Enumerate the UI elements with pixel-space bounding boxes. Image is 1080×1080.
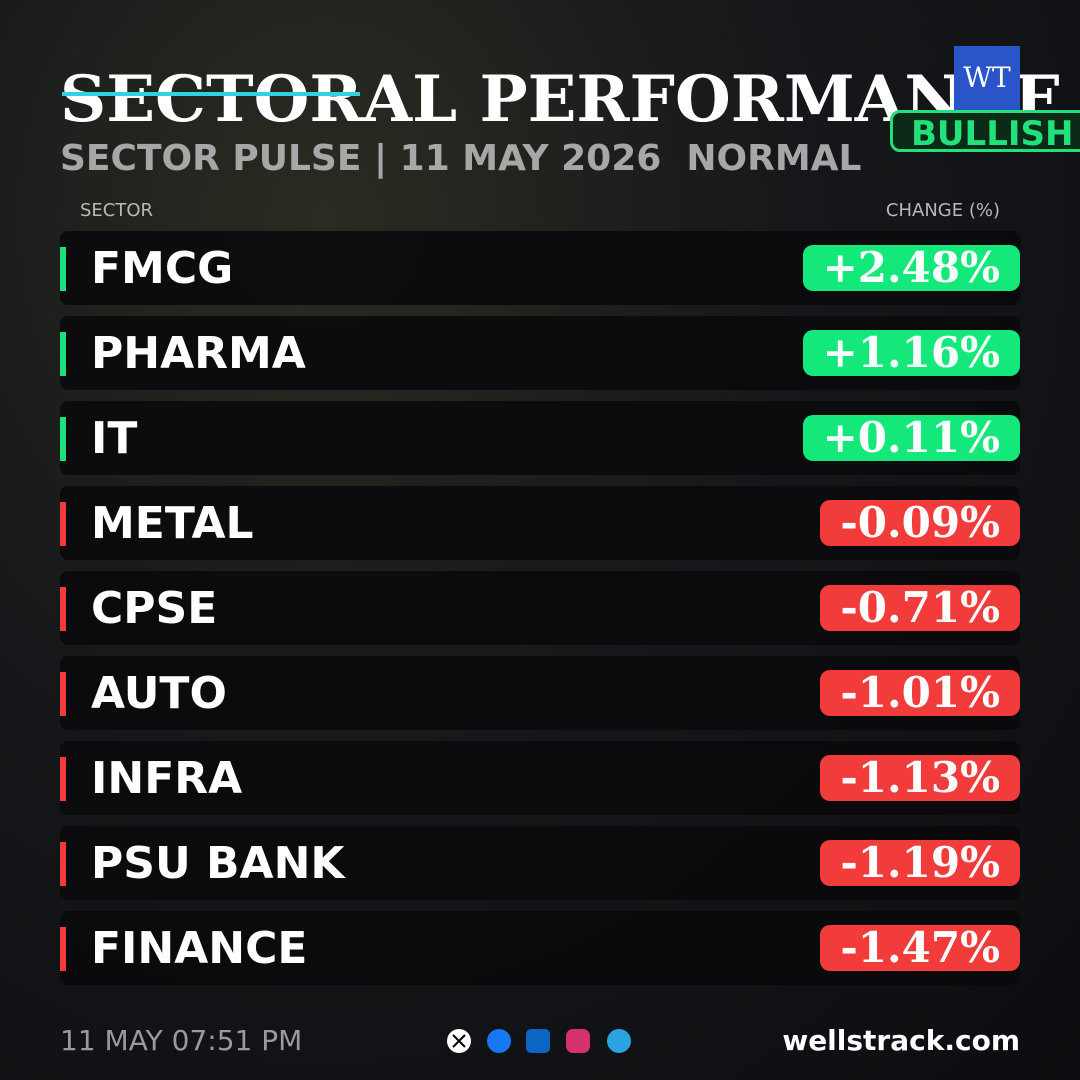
sentiment-badge: BULLISH	[890, 110, 1080, 154]
table-row: AUTO -1.01%	[60, 656, 1020, 730]
column-header: CHANGE (%)	[885, 200, 1000, 221]
change-value: -1.01%	[820, 670, 1020, 716]
timestamp: 11 MAY 07:51 PM	[60, 1024, 303, 1057]
trend-accent	[60, 757, 66, 801]
change-value: -1.47%	[820, 925, 1020, 971]
sector-name: IT	[91, 413, 138, 464]
trend-accent	[60, 672, 66, 716]
sector-name: PSU BANK	[91, 838, 345, 889]
subtitle: SECTOR PULSE | 11 MAY 2026 NORMAL	[60, 138, 862, 179]
trend-accent	[60, 842, 66, 886]
linkedin-icon[interactable]	[526, 1029, 550, 1053]
column-header: SECTOR	[80, 200, 154, 221]
table-row: FMCG +2.48%	[60, 231, 1020, 305]
change-value: -0.09%	[820, 500, 1020, 546]
table-row: CPSE -0.71%	[60, 571, 1020, 645]
trend-accent	[60, 927, 66, 971]
title-strike	[62, 92, 360, 96]
change-value: -1.19%	[820, 840, 1020, 886]
table-row: PHARMA +1.16%	[60, 316, 1020, 390]
logo: WT	[954, 46, 1020, 110]
table-row: FINANCE -1.47%	[60, 911, 1020, 985]
table-row: INFRA -1.13%	[60, 741, 1020, 815]
change-value: +2.48%	[802, 245, 1020, 291]
change-value: +0.11%	[802, 415, 1020, 461]
table-row: IT +0.11%	[60, 401, 1020, 475]
website[interactable]: wellstrack.com	[782, 1024, 1020, 1057]
sector-name: CPSE	[91, 583, 218, 634]
instagram-icon[interactable]	[566, 1029, 590, 1053]
social-icons	[447, 1029, 631, 1053]
facebook-icon[interactable]	[487, 1029, 511, 1053]
change-value: -0.71%	[820, 585, 1020, 631]
sector-name: FINANCE	[91, 923, 308, 974]
trend-accent	[60, 417, 66, 461]
sector-name: AUTO	[91, 668, 227, 719]
table-row: METAL -0.09%	[60, 486, 1020, 560]
sector-name: PHARMA	[91, 328, 306, 379]
sector-name: METAL	[91, 498, 254, 549]
change-value: +1.16%	[802, 330, 1020, 376]
table-row: PSU BANK -1.19%	[60, 826, 1020, 900]
trend-accent	[60, 587, 66, 631]
trend-accent	[60, 247, 66, 291]
sector-name: INFRA	[91, 753, 243, 804]
trend-accent	[60, 502, 66, 546]
trend-accent	[60, 332, 66, 376]
sector-name: FMCG	[91, 243, 234, 294]
change-value: -1.13%	[820, 755, 1020, 801]
telegram-icon[interactable]	[607, 1029, 631, 1053]
